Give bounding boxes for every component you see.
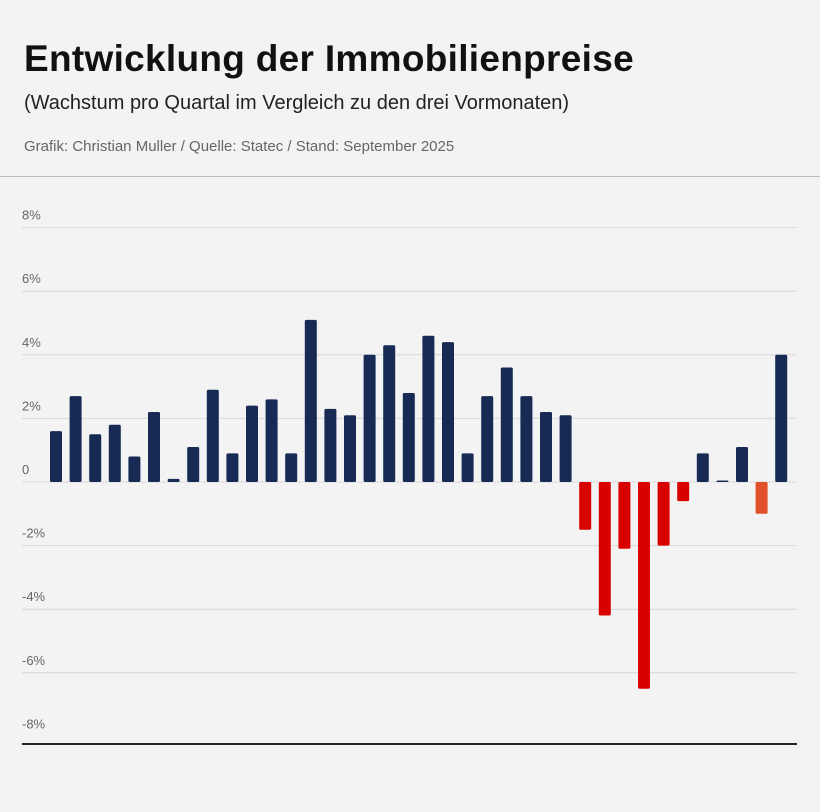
bar <box>559 415 572 482</box>
y-tick-label: 2% <box>22 398 41 413</box>
bar <box>363 354 376 482</box>
y-tick-label: 6% <box>22 271 41 286</box>
bar <box>246 405 258 482</box>
chart-subtitle: (Wachstum pro Quartal im Vergleich zu de… <box>24 92 570 114</box>
header-divider <box>0 176 820 177</box>
bar <box>638 482 650 689</box>
bar <box>89 434 102 482</box>
bar <box>442 342 454 482</box>
bar <box>206 389 219 482</box>
bar <box>226 453 239 482</box>
source-note: Grafik: Christian Muller / Quelle: State… <box>24 138 455 155</box>
bar <box>540 412 552 482</box>
bar <box>481 396 494 482</box>
bar <box>187 447 200 482</box>
bar <box>716 480 729 482</box>
y-tick-label: 4% <box>22 335 41 350</box>
chart-title: Entwicklung der Immobilienpreise <box>24 38 634 79</box>
bar <box>657 482 670 546</box>
bar <box>422 335 435 482</box>
bar <box>285 453 298 482</box>
bar <box>344 415 356 482</box>
bar <box>324 408 337 482</box>
bar <box>265 399 278 482</box>
y-tick-label: 0 <box>22 462 29 477</box>
bar <box>598 482 611 616</box>
bar <box>736 447 748 482</box>
bar <box>50 431 62 482</box>
y-tick-label: -2% <box>22 526 46 541</box>
bar <box>69 396 82 482</box>
y-tick-label: 8% <box>22 208 41 223</box>
bar <box>304 319 317 482</box>
bar <box>148 412 160 482</box>
bar <box>402 392 415 482</box>
bar <box>677 482 690 502</box>
bar <box>500 367 513 482</box>
bar <box>520 396 533 482</box>
bar <box>461 453 474 482</box>
bar <box>775 354 788 482</box>
y-tick-label: -8% <box>22 716 46 731</box>
bar <box>755 482 768 514</box>
y-tick-label: -6% <box>22 653 46 668</box>
bar <box>128 456 141 482</box>
bar <box>383 345 396 482</box>
bar <box>696 453 709 482</box>
bar <box>108 424 121 482</box>
bar <box>167 478 180 482</box>
bar <box>579 482 592 530</box>
bar <box>618 482 631 549</box>
y-tick-label: -4% <box>22 589 46 604</box>
